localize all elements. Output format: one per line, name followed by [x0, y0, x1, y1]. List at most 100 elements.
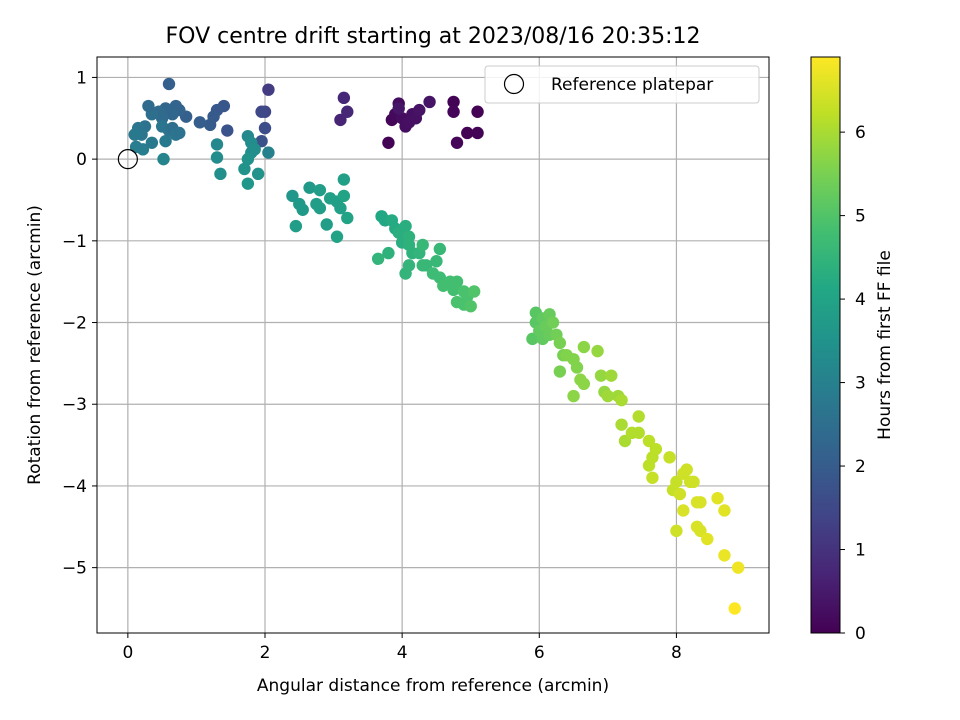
- colorbar-tick-label: 1: [855, 541, 866, 561]
- x-tick-label: 4: [397, 643, 408, 663]
- data-point: [646, 471, 659, 484]
- data-point: [159, 134, 172, 148]
- data-point: [615, 393, 628, 407]
- data-point: [677, 504, 690, 517]
- data-point: [577, 377, 591, 391]
- data-point: [618, 434, 632, 448]
- data-point: [341, 211, 354, 225]
- data-point: [731, 561, 745, 574]
- legend-reference-marker: [503, 73, 525, 95]
- x-tick-label: 2: [260, 643, 271, 663]
- data-point: [594, 369, 608, 382]
- data-point: [203, 118, 217, 132]
- reference-platepar-marker: [117, 149, 138, 170]
- data-point: [162, 77, 176, 91]
- colorbar-tick-label: 5: [855, 207, 866, 227]
- x-tick-label: 6: [534, 643, 545, 663]
- scatter-points: [128, 77, 745, 615]
- data-point: [718, 549, 731, 562]
- data-point: [687, 475, 700, 489]
- y-axis-ticks: −5 −4 −3 −2 −1 0 1: [62, 68, 97, 579]
- data-point: [670, 524, 683, 538]
- data-point: [334, 113, 347, 127]
- y-tick-label: −4: [62, 477, 87, 497]
- data-point: [136, 143, 150, 156]
- data-point: [447, 95, 460, 109]
- y-tick-label: −2: [62, 314, 87, 334]
- reference-marker-layer: [117, 149, 138, 170]
- data-point: [423, 95, 436, 109]
- data-point: [567, 389, 580, 403]
- legend-entry-reference: Reference platepar: [551, 75, 713, 95]
- data-point: [337, 189, 351, 203]
- data-point: [450, 136, 464, 149]
- data-point: [601, 389, 615, 403]
- y-tick-label: −1: [62, 232, 87, 252]
- data-point: [694, 524, 707, 538]
- legend-box: [484, 65, 760, 104]
- data-point: [605, 369, 618, 382]
- y-tick-label: 0: [76, 150, 87, 170]
- data-point: [128, 128, 141, 141]
- data-point: [553, 365, 567, 378]
- y-tick-label: 1: [76, 68, 87, 88]
- data-point: [238, 162, 251, 176]
- data-point: [591, 344, 604, 358]
- legend: Reference platepar: [484, 65, 760, 104]
- data-point: [701, 532, 714, 546]
- data-point: [296, 203, 309, 216]
- data-point: [546, 316, 560, 329]
- data-point: [258, 121, 272, 135]
- data-point: [642, 434, 656, 448]
- data-point: [142, 99, 155, 113]
- data-point: [399, 267, 412, 280]
- data-point: [251, 167, 265, 181]
- data-point: [711, 491, 724, 505]
- data-point: [419, 259, 433, 272]
- data-point: [461, 126, 474, 140]
- data-point: [694, 496, 707, 509]
- data-point: [413, 103, 426, 117]
- data-point: [649, 442, 663, 456]
- data-point: [221, 124, 234, 137]
- data-point: [303, 181, 316, 194]
- data-point: [214, 167, 227, 181]
- data-point: [570, 361, 584, 374]
- data-point: [680, 463, 693, 476]
- grid: [97, 57, 769, 633]
- data-point: [157, 152, 170, 166]
- colorbar-ticks: 0 1 2 3 4 5 6: [840, 123, 866, 644]
- data-point: [471, 126, 484, 140]
- data-point: [255, 105, 268, 118]
- data-point: [402, 230, 416, 243]
- data-point: [255, 134, 268, 148]
- data-point: [382, 136, 395, 149]
- data-point: [341, 105, 354, 118]
- data-point: [663, 451, 676, 464]
- data-point: [471, 105, 484, 118]
- data-point: [430, 255, 443, 268]
- data-point: [334, 201, 347, 215]
- data-point: [145, 136, 159, 149]
- data-point: [320, 218, 333, 231]
- data-point: [392, 102, 405, 115]
- x-axis-label: Angular distance from reference (arcmin): [257, 676, 609, 696]
- colorbar-tick-label: 6: [855, 123, 866, 143]
- colorbar-label: Hours from first FF file: [875, 250, 895, 440]
- x-tick-label: 0: [122, 643, 133, 663]
- data-point: [210, 151, 224, 164]
- data-point: [718, 504, 731, 517]
- colorbar-tick-label: 2: [855, 457, 866, 477]
- data-point: [289, 219, 303, 233]
- y-tick-label: −5: [62, 559, 87, 579]
- data-point: [399, 219, 412, 233]
- data-point: [337, 91, 351, 105]
- colorbar-tick-label: 4: [855, 290, 866, 310]
- data-point: [632, 410, 645, 423]
- data-point: [467, 285, 481, 298]
- data-point: [577, 340, 591, 354]
- data-point: [615, 418, 628, 431]
- data-point: [313, 201, 327, 215]
- data-point: [337, 173, 351, 186]
- data-point: [728, 602, 741, 615]
